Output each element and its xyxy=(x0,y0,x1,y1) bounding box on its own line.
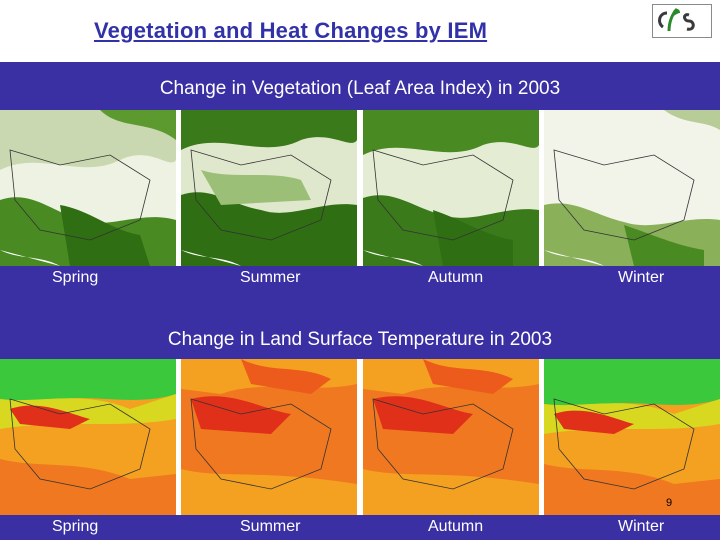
temperature-season-spring: Spring xyxy=(52,518,99,535)
vegetation-map-spring xyxy=(0,110,176,266)
temperature-map-winter xyxy=(543,359,720,515)
temperature-heading: Change in Land Surface Temperature in 20… xyxy=(167,329,553,350)
temperature-map-summer xyxy=(181,359,358,515)
vegetation-map-strip xyxy=(0,110,720,266)
temperature-map-spring xyxy=(0,359,176,515)
vegetation-map-autumn xyxy=(362,110,539,266)
vegetation-map-winter xyxy=(543,110,720,266)
vegetation-heading: Change in Vegetation (Leaf Area Index) i… xyxy=(159,78,561,99)
temperature-season-autumn: Autumn xyxy=(428,518,484,535)
temperature-map-autumn xyxy=(362,359,539,515)
temperature-map-strip xyxy=(0,359,720,515)
vegetation-season-autumn: Autumn xyxy=(428,269,484,286)
slide-title: Vegetation and Heat Changes by IEM xyxy=(94,18,488,43)
page-number: 9 xyxy=(666,497,673,509)
ces-logo xyxy=(652,4,712,38)
vegetation-map-summer xyxy=(181,110,358,266)
temperature-season-winter: Winter xyxy=(618,518,665,535)
title-banner xyxy=(0,0,720,62)
logo-icon xyxy=(658,7,695,32)
vegetation-season-spring: Spring xyxy=(52,269,99,286)
vegetation-season-summer: Summer xyxy=(240,269,301,286)
vegetation-season-winter: Winter xyxy=(618,269,665,286)
temperature-season-summer: Summer xyxy=(240,518,301,535)
